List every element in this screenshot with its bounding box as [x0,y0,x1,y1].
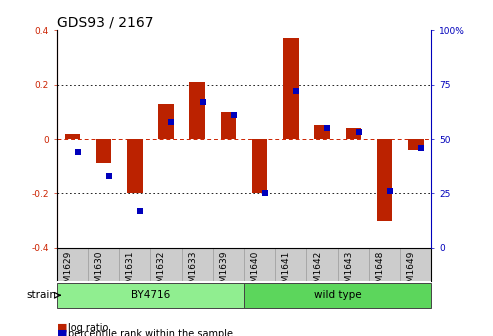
Text: GSM1643: GSM1643 [344,251,353,294]
Text: GSM1630: GSM1630 [95,251,104,294]
Text: GSM1639: GSM1639 [219,251,228,294]
Bar [221,112,236,139]
Text: GSM1631: GSM1631 [126,251,135,294]
Text: strain: strain [27,290,57,300]
Bar [189,82,205,139]
Bar [408,139,423,150]
Text: GSM1629: GSM1629 [63,251,72,294]
Text: GSM1632: GSM1632 [157,251,166,294]
Bar [96,139,111,164]
Text: GSM1648: GSM1648 [376,251,385,294]
Bar [283,38,299,139]
Text: ■: ■ [57,323,67,333]
Bar [65,134,80,139]
Bar [252,139,267,194]
Point [167,119,175,124]
Text: BY4716: BY4716 [131,290,170,300]
Text: GSM1640: GSM1640 [250,251,260,294]
Bar [315,125,330,139]
Bar [158,104,174,139]
Bar [127,139,142,194]
Text: log ratio: log ratio [68,323,108,333]
Point [230,113,238,118]
Bar [346,128,361,139]
Text: GSM1642: GSM1642 [313,251,322,294]
Point [417,145,425,151]
Point [136,208,144,213]
Text: GSM1649: GSM1649 [407,251,416,294]
Bar [244,283,431,308]
Text: ■: ■ [57,329,67,336]
Point [323,125,331,131]
Text: GSM1633: GSM1633 [188,251,197,294]
Text: percentile rank within the sample: percentile rank within the sample [68,329,233,336]
Text: GDS93 / 2167: GDS93 / 2167 [57,15,153,29]
Point [292,88,300,94]
Point [73,150,81,155]
Point [386,188,394,194]
Point [354,130,362,135]
Point [199,99,207,105]
Text: wild type: wild type [314,290,361,300]
Bar [57,283,244,308]
Text: GSM1641: GSM1641 [282,251,291,294]
Bar [377,139,392,221]
Point [261,191,269,196]
Point [105,173,113,179]
